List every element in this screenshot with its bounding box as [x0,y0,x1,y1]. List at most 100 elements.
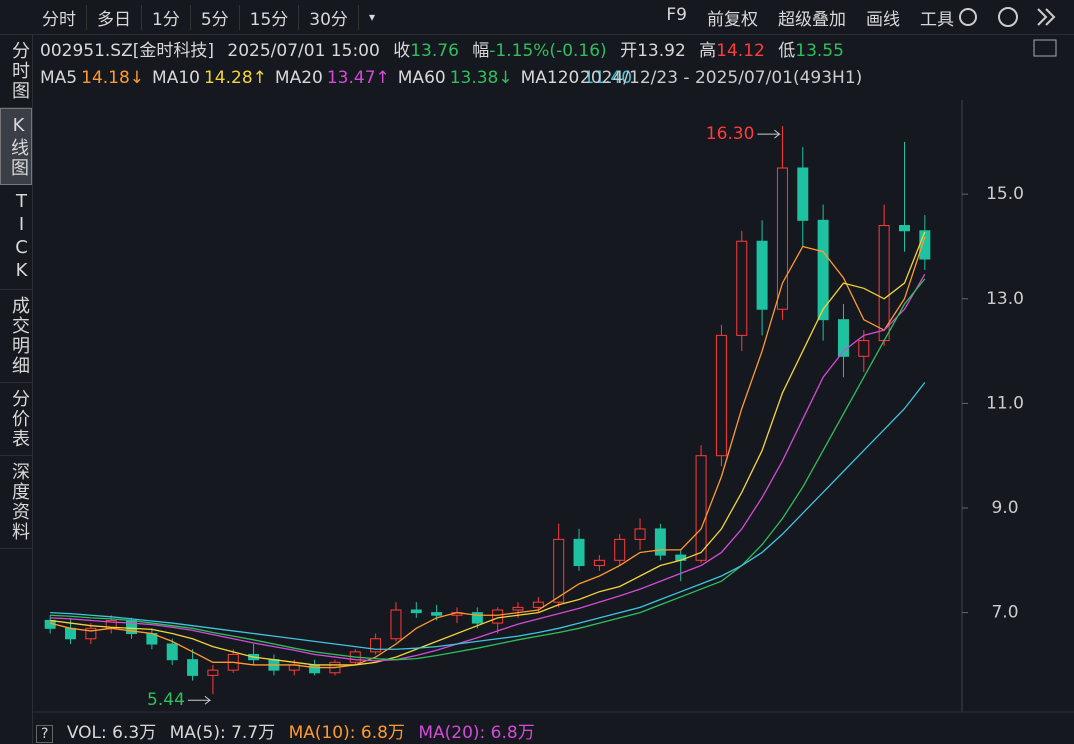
low: 13.55 [795,41,844,61]
legend-name: MA120 [520,68,580,88]
candle-body [248,653,260,661]
candle-body [837,319,849,357]
candle-body [207,669,219,676]
low-arrow [187,695,212,705]
volume-line: ? VOL: 6.3万 MA(5): 7.7万 MA(10): 6.8万 MA(… [36,718,543,743]
period-tab[interactable]: 多日 [87,4,142,30]
candle-body [410,609,422,614]
candle-body [329,661,341,674]
vol-ma5: MA(5): 7.7万 [169,723,276,743]
side-tab[interactable]: 分价表 [0,383,32,456]
period-tab[interactable]: 分时 [32,4,87,30]
high-annotation: 16.30 [706,124,755,144]
candle-body [492,609,504,624]
high-label: 高 [699,41,717,61]
candle-body [349,651,361,663]
candle-body [146,633,158,645]
period-tab[interactable]: 5分 [191,4,240,30]
y-tick-label: 7.0 [991,603,1018,623]
candle-body [288,664,300,671]
candle-body [227,653,239,671]
ma-line [50,278,926,661]
candle-body [451,612,463,616]
candle-body [187,659,199,676]
legend-value: 14.18↓ [81,68,145,88]
candle-body [858,340,870,357]
candle-body [532,601,544,608]
candle-body [776,167,788,310]
ma-legend: MA5 14.18↓ MA10 14.28↑ MA20 13.47↑ MA60 13.38↓ M… [40,68,870,88]
y-tick-label: 11.0 [986,393,1024,413]
open: 13.92 [637,41,686,61]
help[interactable]: ? [36,725,54,743]
datetime: 2025/07/01 15:00 [227,41,380,61]
legend-name: MA20 [274,68,323,88]
toolbar: 分时 多日 1分 5分 15分 30分 ▾ F9 前复权 超级叠加 画线 工具 [0,0,1074,35]
candle-body [878,225,890,342]
low-label: 低 [778,41,796,61]
side-tab[interactable]: TICK [0,185,32,290]
close: 13.76 [410,41,459,61]
low-annotation: 5.44 [147,690,185,710]
tool-button[interactable]: 超级叠加 [778,9,846,30]
change-label: 幅 [472,41,490,61]
candle-body [736,240,748,336]
candle-body [431,612,443,616]
tool-button[interactable]: 画线 [866,9,900,30]
candle-body [471,612,483,624]
tool-button[interactable]: F9 [666,4,687,25]
open-label: 开 [620,41,638,61]
candle-body [126,619,138,635]
high-arrow [757,129,781,139]
vol-ma10: MA(10): 6.8万 [288,723,405,743]
ma-line [50,382,926,650]
vol: VOL: 6.3万 [66,723,157,743]
tool-button[interactable]: 前复权 [707,9,758,30]
ma-line [50,273,926,662]
legend-name: MA5 [40,68,78,88]
change: -1.15%(-0.16) [489,41,607,61]
vol-ma20: MA(20): 6.8万 [418,723,535,743]
candle-body [553,538,565,603]
wp-icon[interactable] [1033,39,1057,57]
side-tab[interactable]: 成交明细 [0,290,32,383]
legend-name: MA60 [397,68,446,88]
period-tab[interactable]: 1分 [142,4,191,30]
candle-body [654,528,666,556]
candle-body [817,219,829,321]
candle-body [593,559,605,567]
tool-button[interactable]: 工具 [920,9,954,30]
candle-body [268,659,280,671]
y-tick-label: 13.0 [986,289,1024,309]
candle-body [309,664,321,674]
side-tab[interactable]: 分时图 [0,35,32,108]
candle-body [573,538,585,567]
y-tick-label: 15.0 [986,184,1024,204]
candle-body [44,619,56,629]
side-tab[interactable]: K线图 [0,108,32,185]
candle-body [898,225,910,232]
code: 002951.SZ[金时科技] [40,41,215,61]
dropdown[interactable]: ▾ [368,10,375,24]
tools: F9 前复权 超级叠加 画线 工具 [656,5,964,30]
y-tick-label: 9.0 [991,498,1018,518]
candle-body [166,643,178,661]
candle-body [370,638,382,653]
info-line: 002951.SZ[金时科技] 2025/07/01 15:00 收13.76 … [40,36,852,61]
candle-body [65,627,77,640]
period-tab[interactable]: 15分 [240,4,300,30]
legend-value: 11.40 [583,68,633,88]
candle-body [675,554,687,561]
candle-body [390,609,402,640]
legend-name: MA10 [152,68,200,88]
period-tab[interactable]: 30分 [299,4,359,30]
close-label: 收 [393,41,411,61]
ma-line [50,231,926,666]
range-text: 2024/12/23 - 2025/07/01(493H1) [580,68,863,88]
candle-body [797,167,809,221]
legend-value: 13.38↓ [449,68,513,88]
candle-body [85,627,97,640]
candle-body [695,455,707,561]
side-tab[interactable]: 深度资料 [0,456,32,549]
